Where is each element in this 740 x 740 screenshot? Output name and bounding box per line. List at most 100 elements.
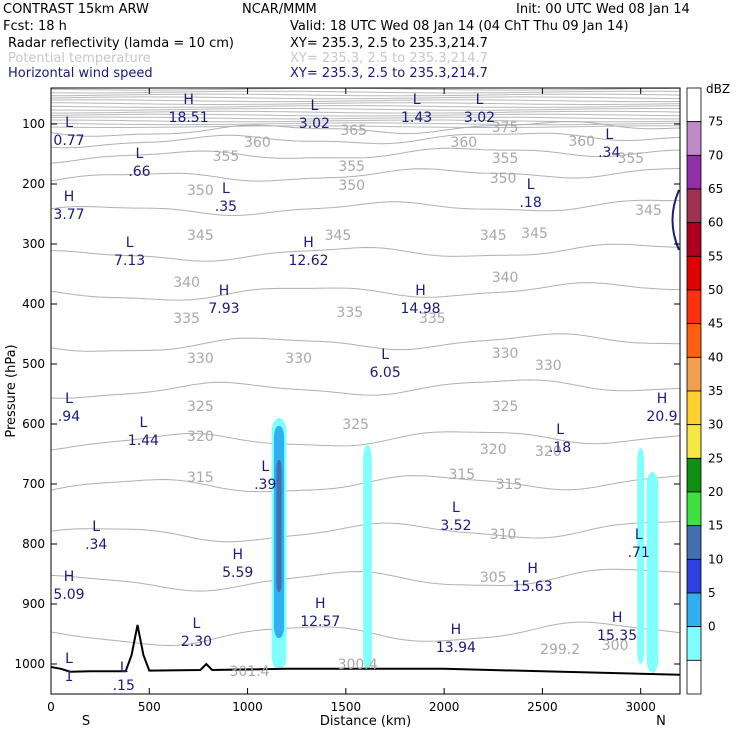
theta-contour-upper (51, 102, 680, 105)
field-theta-label: Potential temperature (8, 51, 151, 66)
colorbar-swatch (686, 558, 702, 594)
theta-contour (51, 147, 680, 164)
theta-label: 320 (187, 429, 214, 445)
wind-extremum-value: .39 (254, 477, 276, 493)
y-axis-title: Pressure (hPa) (4, 344, 19, 437)
wind-extremum-type: L (261, 459, 269, 475)
theta-contour (51, 282, 680, 301)
wind-extremum-type: L (556, 422, 564, 438)
model-title: CONTRAST 15km ARW (3, 2, 149, 17)
wind-extremum-value: .35 (215, 199, 237, 215)
y-tick-label: 500 (22, 357, 45, 371)
wind-extremum-type: L (92, 519, 100, 535)
wind-extremum-type: H (232, 547, 243, 563)
wind-extremum-type: L (381, 347, 389, 363)
wind-extremum-value: 1.43 (401, 110, 432, 126)
theta-label: 355 (213, 149, 240, 165)
theta-label: 350 (187, 183, 214, 199)
theta-label: 325 (342, 417, 369, 433)
wind-extremum-type: L (136, 146, 144, 162)
colorbar-swatch (686, 323, 702, 358)
wind-extremum-type: L (65, 391, 73, 407)
theta-contour-upper (51, 93, 680, 97)
theta-contour-upper (51, 88, 680, 91)
x-tick-label: 2000 (429, 700, 460, 714)
theta-label: 345 (325, 228, 352, 244)
x-tick-label: 2500 (527, 700, 558, 714)
theta-label: 320 (480, 442, 507, 458)
theta-label: 345 (480, 228, 507, 244)
colorbar-label: 75 (708, 115, 723, 129)
theta-label: 375 (492, 120, 519, 136)
theta-label: 345 (635, 203, 662, 219)
colorbar-swatch (686, 188, 702, 224)
theta-label: 315 (496, 477, 523, 493)
wind-extremum-type: L (635, 527, 643, 543)
theta-label: 330 (285, 351, 312, 367)
wind-extremum-type: H (657, 391, 668, 407)
y-tick-label: 300 (22, 237, 45, 251)
wind-extremum-value: .66 (128, 164, 150, 180)
theta-label: 299.2 (540, 642, 580, 658)
wind-extremum-value: 20.9 (646, 409, 677, 425)
colorbar-swatch (686, 659, 702, 695)
colorbar-swatch (686, 154, 702, 190)
theta-contour (51, 132, 680, 149)
x-tick-label: 0 (47, 700, 55, 714)
wind-extremum-value: 6.05 (370, 365, 401, 381)
theta-label: 320 (535, 444, 562, 460)
y-tick-label: 1000 (14, 657, 45, 671)
colorbar-label: 70 (708, 148, 723, 162)
theta-label: 335 (173, 311, 200, 327)
reflectivity-column (363, 445, 372, 670)
wind-contour-edge (671, 189, 680, 251)
theta-contour (51, 431, 680, 451)
colorbar-swatch (686, 626, 702, 661)
colorbar-label: 60 (708, 216, 723, 230)
theta-label: 325 (187, 399, 214, 415)
wind-extremum-value: .15 (113, 678, 135, 694)
theta-contour-upper (51, 122, 680, 126)
x-axis-title: Distance (km) (320, 714, 411, 729)
wind-extremum-value: .71 (628, 545, 650, 561)
wind-extremum-value: 0.77 (53, 133, 84, 149)
theta-label: 335 (336, 305, 363, 321)
field-reflectivity-label: Radar reflectivity (lamda = 10 cm) (8, 36, 234, 51)
theta-contour (51, 121, 680, 137)
theta-label: 301.4 (229, 664, 269, 680)
wind-extremum-value: .94 (58, 409, 80, 425)
wind-extremum-type: L (193, 616, 201, 632)
init-time: Init: 00 UTC Wed 08 Jan 14 (516, 2, 690, 17)
colorbar-swatch (686, 289, 702, 325)
colorbar-unit: dBZ (706, 82, 730, 96)
reflectivity-columns (271, 418, 659, 673)
theta-label: 360 (568, 134, 595, 150)
colorbar-label: 35 (708, 384, 723, 398)
org-label: NCAR/MMM (242, 2, 317, 17)
x-tick-label: 3000 (625, 700, 656, 714)
wind-extremum-type: L (605, 127, 613, 143)
wind-extremum-value: 12.62 (288, 253, 328, 269)
theta-label: 330 (492, 346, 519, 362)
wind-extremum-type: H (527, 561, 538, 577)
theta-label: 305 (480, 570, 507, 586)
colorbar-swatch (686, 87, 702, 123)
colorbar-label: 10 (708, 552, 723, 566)
wind-extremum-type: H (415, 283, 426, 299)
reflectivity-core-15 (276, 460, 282, 592)
theta-label: 345 (521, 226, 548, 242)
theta-label: 355 (338, 159, 365, 175)
x-tick-label: 1000 (232, 700, 263, 714)
plot-frame (50, 87, 681, 695)
wind-extremum-type: L (65, 651, 73, 667)
axes: 100 200 300 400 500 600 700 800 900 1000 0 500 1000 1… (4, 87, 681, 729)
theta-label: 315 (448, 467, 475, 483)
terrain (50, 624, 681, 676)
theta-contour-upper (51, 99, 680, 103)
colorbar-label: 5 (708, 586, 716, 600)
colorbar-swatch (686, 525, 702, 560)
wind-extremum-type: H (612, 610, 623, 626)
